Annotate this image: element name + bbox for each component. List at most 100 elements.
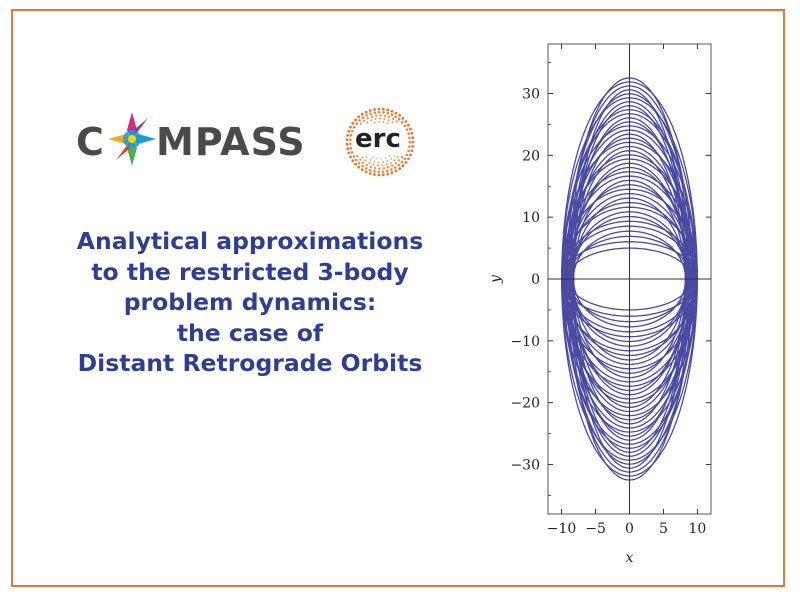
erc-dot	[373, 121, 376, 124]
erc-dot	[349, 134, 353, 137]
erc-dot	[389, 161, 392, 164]
erc-dot	[370, 119, 373, 122]
erc-dot	[346, 147, 350, 150]
compass-star-icon	[108, 112, 156, 166]
x-tick-label: 0	[625, 521, 634, 537]
erc-dot	[345, 142, 349, 146]
erc-dot	[386, 108, 390, 112]
title-line: to the restricted 3-body	[91, 257, 409, 286]
erc-logo: erc	[340, 106, 420, 178]
erc-dot	[357, 115, 361, 119]
erc-dot	[376, 164, 379, 167]
erc-dot	[377, 173, 381, 177]
erc-dot	[390, 171, 394, 175]
erc-dot	[393, 159, 396, 162]
erc-dot	[379, 114, 382, 117]
erc-dot	[364, 159, 367, 162]
erc-dot	[401, 164, 405, 168]
erc-dot	[351, 121, 355, 125]
erc-dot	[394, 111, 398, 115]
erc-dot	[381, 164, 384, 167]
slide-border	[11, 9, 785, 587]
y-tick-label: −20	[510, 396, 540, 412]
erc-dot	[351, 159, 355, 163]
erc-dot	[398, 114, 401, 117]
erc-dot	[349, 147, 353, 150]
erc-dot	[376, 157, 378, 160]
erc-dot	[403, 124, 407, 128]
erc-dot	[373, 170, 376, 173]
erc-dot	[360, 112, 364, 116]
erc-dot	[397, 163, 401, 167]
erc-dot	[404, 120, 408, 123]
erc-dot	[377, 107, 381, 111]
erc-dot	[368, 161, 371, 164]
title-line: Analytical approximations	[76, 227, 424, 255]
erc-dot	[408, 140, 412, 144]
erc-dot	[388, 155, 391, 157]
y-tick-label: 20	[522, 148, 540, 164]
erc-dot	[400, 155, 404, 159]
erc-dot	[411, 145, 415, 148]
erc-dot	[358, 158, 362, 161]
erc-dot	[365, 114, 368, 117]
y-tick-label: 0	[531, 272, 540, 288]
erc-dot	[378, 120, 381, 123]
erc-dot	[394, 169, 398, 173]
compass-logo: C MPASS	[76, 110, 326, 170]
erc-dot	[386, 172, 390, 176]
erc-dot	[378, 167, 381, 170]
erc-dot	[401, 121, 404, 124]
erc-dot	[368, 172, 372, 175]
erc-dot	[391, 121, 394, 124]
erc-dot	[391, 164, 394, 167]
erc-dot	[373, 173, 376, 176]
erc-dot	[368, 109, 372, 112]
erc-dot	[356, 154, 359, 158]
erc-logo-text: erc	[355, 124, 401, 154]
erc-dot	[390, 157, 393, 160]
erc-dot	[386, 166, 390, 169]
erc-dot	[383, 117, 386, 121]
erc-dot	[382, 111, 385, 114]
erc-dot	[350, 151, 354, 154]
erc-dot	[354, 162, 357, 166]
erc-dot	[410, 131, 414, 135]
erc-dot	[357, 162, 361, 165]
x-tick-label: −10	[547, 521, 577, 537]
y-tick-label: 30	[522, 86, 540, 102]
erc-dot	[370, 115, 374, 118]
erc-dot	[347, 129, 351, 133]
erc-dot	[378, 117, 381, 120]
erc-dot	[362, 119, 366, 122]
erc-dot	[387, 119, 390, 122]
erc-dot	[397, 117, 401, 121]
erc-dot	[360, 168, 364, 172]
erc-dot	[394, 115, 397, 118]
erc-dot	[407, 123, 410, 127]
erc-dot	[384, 157, 387, 159]
y-tick-label: −10	[510, 334, 540, 350]
erc-dot	[357, 165, 361, 169]
erc-dot	[377, 110, 381, 114]
erc-dot	[349, 125, 352, 129]
erc-dot	[381, 170, 385, 173]
erc-dot	[373, 166, 377, 170]
erc-dot	[346, 134, 350, 137]
erc-dot	[349, 155, 352, 159]
erc-dot	[407, 157, 410, 161]
x-tick-label: −5	[585, 521, 606, 537]
erc-dot	[394, 162, 398, 165]
erc-dot	[394, 166, 397, 169]
erc-dot	[405, 153, 409, 157]
erc-dot	[388, 115, 391, 119]
erc-dot	[408, 136, 411, 140]
erc-dot	[361, 156, 364, 159]
erc-dot	[352, 155, 356, 158]
erc-dot	[407, 149, 410, 153]
erc-dot	[401, 116, 405, 120]
erc-dot	[404, 161, 408, 164]
erc-dot	[364, 167, 368, 170]
slide-title: Analytical approximations to the restric…	[40, 226, 460, 379]
x-tick-label: 10	[689, 521, 707, 537]
